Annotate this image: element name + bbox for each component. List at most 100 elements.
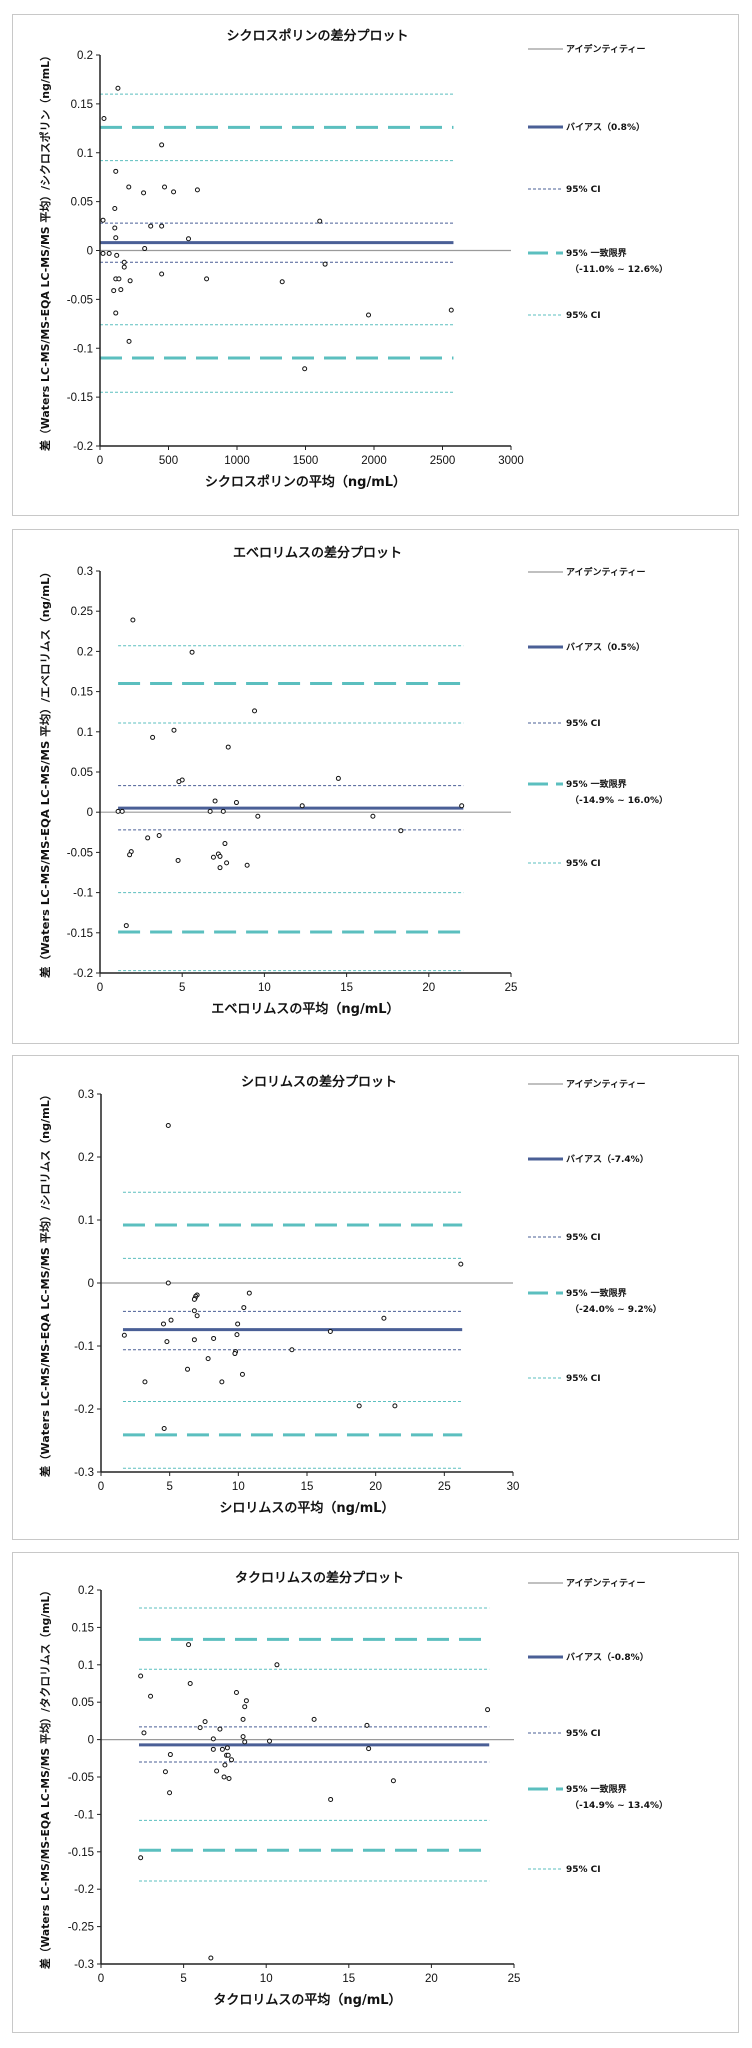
data-point: [459, 803, 465, 809]
legend-bias: バイアス（-0.8%）: [528, 1652, 649, 1663]
data-point: [194, 187, 200, 193]
y-tick-label: -0.1: [73, 343, 93, 355]
data-point: [162, 1769, 168, 1775]
legend-bias: バイアス（0.5%）: [528, 642, 645, 653]
y-tick-label: 0.15: [72, 1622, 94, 1634]
legend-label: バイアス（-7.4%）: [566, 1154, 649, 1165]
data-point: [217, 1726, 223, 1732]
data-point: [224, 860, 230, 866]
data-point: [148, 1693, 154, 1699]
data-point: [142, 1379, 148, 1385]
y-tick-label: -0.15: [68, 1847, 94, 1859]
data-point: [229, 1757, 235, 1763]
y-axis-label: 差（Waters LC-MS/MS-EQA LC-MS/MS 平均）/エベロリム…: [38, 566, 52, 978]
legend-limit-ci: 95% CI: [528, 859, 601, 869]
chart-title: シクロスポリンの差分プロット: [226, 28, 408, 44]
x-tick-label: 5: [166, 1481, 172, 1493]
data-point: [150, 734, 156, 740]
data-point: [114, 252, 120, 258]
y-tick-label: 0.3: [77, 566, 93, 578]
x-tick-label: 20: [425, 1973, 438, 1985]
data-point: [458, 1261, 464, 1267]
data-point: [156, 833, 162, 839]
y-tick-label: 0.1: [78, 1660, 94, 1672]
data-point: [302, 366, 308, 372]
data-point: [159, 271, 165, 277]
y-tick-label: -0.25: [68, 1922, 94, 1934]
data-point: [327, 1329, 333, 1335]
legend-label: 95% CI: [566, 1865, 601, 1875]
data-point: [162, 184, 168, 190]
data-point: [115, 85, 121, 91]
data-point: [175, 857, 181, 863]
legend-label: アイデンティティー: [566, 43, 645, 55]
legend-bias-ci: 95% CI: [528, 1233, 601, 1243]
legend-limits-range: （-24.0% ~ 9.2%）: [570, 1304, 662, 1315]
y-tick-label: -0.3: [74, 1467, 94, 1479]
data-point: [279, 279, 285, 285]
x-tick-label: 0: [97, 455, 103, 467]
chart-svg: シクロスポリンの差分プロット 0.2 0.15 0.1 0.05 0 -0.05 -0.1 -0…: [38, 28, 668, 490]
chart-panel-everolimus: エベロリムスの差分プロット 0.3 0.25 0.2 0.15 0.1 0.05 0 -0.05…: [12, 529, 739, 1044]
data-point: [145, 835, 151, 841]
y-tick-label: -0.15: [67, 392, 93, 404]
data-point: [335, 775, 341, 781]
data-point: [204, 276, 210, 282]
legend-identity: アイデンティティー: [528, 1577, 645, 1589]
x-axis-label: タクロリムスの平均（ng/mL）: [213, 1992, 401, 2008]
data-point: [208, 1955, 214, 1961]
data-point: [274, 1662, 280, 1668]
data-point: [299, 803, 305, 809]
x-tick-label: 2000: [361, 455, 387, 467]
y-tick-label: -0.1: [73, 888, 93, 900]
x-tick-label: 20: [369, 1481, 382, 1493]
data-point: [138, 1673, 144, 1679]
data-point: [121, 264, 127, 270]
legend-label: 95% CI: [566, 859, 601, 869]
x-tick-label: 2500: [430, 455, 456, 467]
data-point: [187, 1681, 193, 1686]
data-point: [112, 225, 118, 231]
data-point: [356, 1403, 362, 1409]
data-point: [191, 1296, 197, 1302]
data-point: [161, 1426, 167, 1432]
data-point: [219, 1379, 225, 1385]
data-point: [225, 1752, 231, 1758]
y-tick-label: -0.2: [73, 441, 93, 453]
data-point: [214, 1768, 220, 1774]
y-tick-label: -0.15: [67, 928, 93, 940]
chart-svg: エベロリムスの差分プロット 0.3 0.25 0.2 0.15 0.1 0.05 0 -0.05…: [38, 545, 668, 1017]
legend-limit-ci: 95% CI: [528, 311, 601, 321]
data-point: [226, 1775, 232, 1781]
data-point: [235, 1321, 241, 1327]
data-point: [370, 813, 376, 819]
data-point: [191, 1337, 197, 1343]
x-tick-label: 3000: [498, 455, 524, 467]
data-point: [485, 1707, 491, 1713]
legend-label: 95% 一致限界: [566, 247, 627, 259]
x-tick-label: 0: [98, 1973, 104, 1985]
y-tick-label: 0.2: [78, 1585, 94, 1597]
legend-limits: 95% 一致限界 （-24.0% ~ 9.2%）: [528, 1287, 662, 1315]
legend-label: 95% CI: [566, 311, 601, 321]
data-point: [127, 852, 133, 858]
x-tick-label: 10: [260, 1973, 273, 1985]
data-point: [100, 250, 106, 256]
data-point: [142, 246, 148, 252]
data-point: [186, 236, 192, 242]
legend-bias: バイアス（0.8%）: [528, 122, 645, 133]
y-axis-label: 差（Waters LC-MS/MS-EQA LC-MS/MS 平均）/タクロリム…: [38, 1585, 52, 1969]
y-tick-label: -0.2: [73, 968, 93, 980]
legend-identity: アイデンティティー: [528, 43, 645, 55]
data-point: [138, 1855, 144, 1861]
data-point: [159, 223, 165, 229]
x-tick-label: 10: [258, 982, 271, 994]
y-tick-label: 0.2: [78, 1152, 94, 1164]
data-point: [167, 1790, 173, 1796]
x-tick-label: 25: [508, 1973, 521, 1985]
data-point: [252, 708, 258, 714]
data-point: [222, 1762, 228, 1768]
legend-label: アイデンティティー: [566, 1078, 645, 1090]
y-tick-label: -0.2: [74, 1404, 94, 1416]
x-axis-label: エベロリムスの平均（ng/mL）: [211, 1001, 399, 1017]
